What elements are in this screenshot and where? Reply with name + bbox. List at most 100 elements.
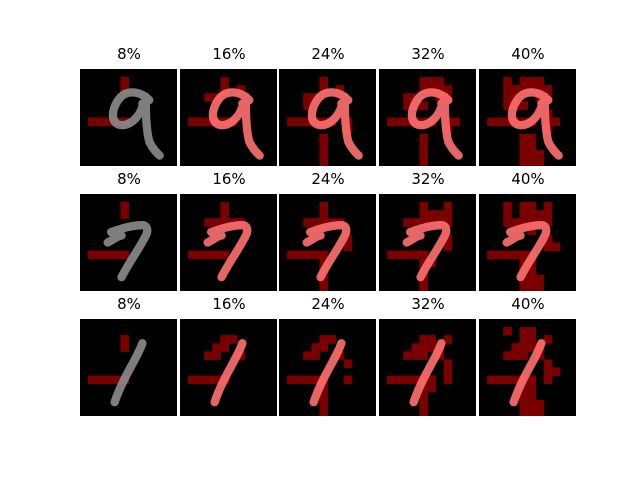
digit-image xyxy=(279,69,376,166)
mask-cell xyxy=(188,117,197,127)
digit-image xyxy=(80,69,177,166)
digit-image xyxy=(379,194,476,291)
mask-cell xyxy=(511,343,520,352)
mask-cell xyxy=(295,117,304,127)
mask-cell xyxy=(319,282,328,291)
mask-cell xyxy=(303,117,312,127)
panel-title: 8% xyxy=(117,170,141,188)
mask-cell xyxy=(287,250,296,260)
mask-cell xyxy=(527,282,537,291)
mask-cell xyxy=(96,117,105,127)
mask-cell xyxy=(503,218,512,227)
mask-cell xyxy=(196,250,205,260)
panel-title: 32% xyxy=(411,295,445,313)
digit-panel xyxy=(379,194,476,291)
mask-cell xyxy=(220,202,229,211)
mask-cell xyxy=(443,85,453,94)
mask-cell xyxy=(535,77,545,86)
mask-cell xyxy=(519,133,528,143)
mask-cell xyxy=(419,407,428,416)
mask-cell xyxy=(519,141,528,151)
mask-cell xyxy=(503,250,512,260)
mask-cell xyxy=(503,210,512,219)
mask-cell xyxy=(303,351,312,360)
mask-cell xyxy=(443,234,453,243)
digit-panel xyxy=(180,194,277,291)
digit-image xyxy=(379,319,476,416)
panel-title: 32% xyxy=(411,45,445,63)
mask-cell xyxy=(319,202,328,211)
mask-cell xyxy=(319,343,328,352)
mask-cell xyxy=(303,375,312,385)
mask-cell xyxy=(96,250,105,260)
mask-cell xyxy=(527,133,537,143)
mask-cell xyxy=(503,77,512,86)
mask-cell xyxy=(319,141,328,151)
mask-cell xyxy=(427,335,437,344)
mask-cell xyxy=(403,101,412,110)
mask-cell xyxy=(419,210,428,219)
mask-cell xyxy=(419,133,428,143)
mask-cell xyxy=(419,343,428,352)
digit-stroke xyxy=(502,221,551,282)
mask-cell xyxy=(196,375,205,385)
mask-cell xyxy=(419,282,428,291)
mask-cell xyxy=(495,250,504,260)
digit-panel xyxy=(479,319,576,416)
mask-cell xyxy=(112,375,121,385)
mask-cell xyxy=(419,399,428,409)
mask-cell xyxy=(511,218,520,227)
mask-cell xyxy=(395,375,404,385)
panel-title: 40% xyxy=(511,45,545,63)
mask-cell xyxy=(220,335,229,344)
mask-cell xyxy=(427,210,437,219)
digit-panel xyxy=(279,69,376,166)
panel-title: 24% xyxy=(311,45,345,63)
mask-cell xyxy=(212,351,221,360)
mask-cell xyxy=(303,93,312,102)
digit-panel xyxy=(180,69,277,166)
mask-cell xyxy=(319,133,328,143)
mask-cell xyxy=(204,375,213,385)
mask-cell xyxy=(519,218,528,227)
mask-cell xyxy=(527,335,537,344)
mask-cell xyxy=(220,218,229,227)
mask-cell xyxy=(319,157,328,166)
digit-stroke xyxy=(203,221,252,282)
mask-cell xyxy=(527,77,537,86)
digit-stroke xyxy=(409,339,446,407)
mask-cell xyxy=(543,202,553,211)
digit-stroke xyxy=(108,88,164,160)
mask-cell xyxy=(519,250,528,260)
mask-cell xyxy=(104,250,113,260)
mask-cell xyxy=(427,375,437,385)
mask-cell xyxy=(535,399,545,409)
panel-title: 16% xyxy=(212,170,246,188)
mask-cell xyxy=(427,77,437,86)
mask-cell xyxy=(443,367,453,377)
mask-cell xyxy=(295,375,304,385)
mask-cell xyxy=(551,367,561,377)
mask-cell xyxy=(212,343,221,352)
mask-cell xyxy=(527,274,537,284)
panel-title: 24% xyxy=(311,295,345,313)
mask-cell xyxy=(443,202,453,211)
mask-cell xyxy=(120,343,129,352)
mask-cell xyxy=(519,202,528,211)
mask-cell xyxy=(519,351,528,360)
mask-cell xyxy=(319,335,328,344)
mask-cell xyxy=(88,250,97,260)
mask-cell xyxy=(104,117,113,127)
mask-cell xyxy=(527,141,537,151)
mask-cell xyxy=(419,250,428,260)
mask-cell xyxy=(411,375,420,385)
mask-cell xyxy=(212,250,221,260)
mask-cell xyxy=(551,242,561,252)
mask-cell xyxy=(519,149,528,159)
mask-cell xyxy=(435,85,445,94)
mask-cell xyxy=(319,149,328,159)
mask-cell xyxy=(204,117,213,127)
mask-cell xyxy=(319,391,328,401)
mask-cell xyxy=(319,77,328,86)
mask-cell xyxy=(543,85,553,94)
